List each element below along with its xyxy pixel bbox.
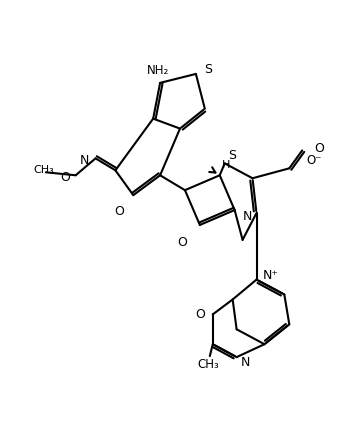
Text: H: H — [222, 160, 230, 170]
Text: N⁺: N⁺ — [262, 269, 278, 282]
Text: CH₃: CH₃ — [33, 165, 54, 175]
Text: S: S — [204, 63, 212, 76]
Text: O: O — [195, 308, 205, 321]
Text: N: N — [241, 356, 250, 368]
Text: O⁻: O⁻ — [306, 154, 322, 167]
Text: S: S — [228, 149, 236, 162]
Text: NH₂: NH₂ — [147, 64, 169, 77]
Text: O: O — [314, 142, 324, 155]
Text: N: N — [243, 209, 252, 222]
Text: O: O — [115, 205, 124, 218]
Text: O: O — [177, 236, 187, 250]
Text: O: O — [60, 171, 70, 184]
Text: N: N — [80, 154, 90, 167]
Text: CH₃: CH₃ — [197, 357, 219, 371]
